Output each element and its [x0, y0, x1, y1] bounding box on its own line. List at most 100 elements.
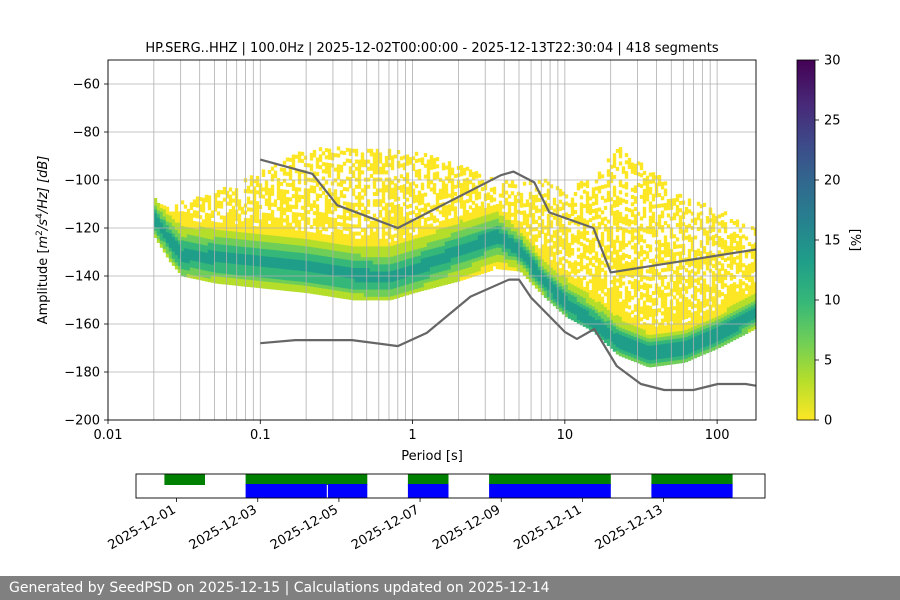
heatmap-cell: [672, 212, 677, 217]
heatmap-cell: [321, 169, 326, 174]
heatmap-cell: [201, 255, 206, 260]
heatmap-cell: [357, 166, 362, 171]
heatmap-cell: [546, 224, 551, 229]
heatmap-cell: [639, 223, 644, 228]
heatmap-cell: [579, 202, 584, 207]
heatmap-cell: [342, 269, 347, 274]
heatmap-cell: [459, 197, 464, 202]
heatmap-cell: [396, 272, 401, 277]
heatmap-cell: [471, 211, 476, 216]
heatmap-cell: [324, 263, 329, 268]
heatmap-cell: [432, 244, 437, 249]
heatmap-cell: [183, 215, 188, 220]
heatmap-cell: [348, 184, 353, 189]
heatmap-cell: [357, 282, 362, 286]
heatmap-cell: [201, 276, 206, 281]
heatmap-cell: [672, 327, 677, 332]
heatmap-cell: [303, 206, 308, 211]
heatmap-cell: [402, 231, 407, 235]
heatmap-cell: [630, 209, 635, 214]
heatmap-cell: [366, 282, 371, 286]
heatmap-cell: [504, 197, 509, 202]
heatmap-cell: [204, 266, 209, 271]
heatmap-cell: [339, 287, 344, 292]
heatmap-cell: [549, 270, 554, 275]
heatmap-cell: [345, 245, 350, 249]
heatmap-cell: [453, 174, 458, 178]
heatmap-cell: [639, 194, 644, 199]
heatmap-cell: [282, 265, 287, 270]
heatmap-cell: [627, 262, 632, 267]
heatmap-cell: [282, 168, 287, 172]
heatmap-cell: [666, 310, 671, 315]
heatmap-cell: [606, 295, 611, 300]
heatmap-cell: [561, 238, 566, 243]
heatmap-cell: [609, 208, 614, 212]
heatmap-cell: [426, 227, 431, 232]
heatmap-cell: [180, 211, 185, 216]
heatmap-cell: [300, 270, 305, 275]
heatmap-cell: [237, 238, 242, 243]
heatmap-cell: [348, 213, 353, 218]
heatmap-cell: [690, 355, 695, 360]
heatmap-cell: [489, 267, 494, 271]
heatmap-cell: [609, 229, 614, 234]
heatmap-cell: [315, 215, 320, 220]
heatmap-cell: [531, 252, 536, 257]
heatmap-cell: [618, 183, 623, 188]
heatmap-cell: [474, 174, 479, 179]
heatmap-cell: [459, 215, 464, 220]
heatmap-cell: [612, 156, 617, 161]
heatmap-cell: [222, 244, 227, 249]
heatmap-cell: [177, 236, 182, 241]
heatmap-cell: [510, 259, 515, 264]
heatmap-cell: [657, 178, 662, 183]
heatmap-cell: [387, 156, 392, 160]
heatmap-cell: [336, 283, 341, 288]
heatmap-cell: [342, 226, 347, 231]
heatmap-cell: [171, 222, 176, 227]
heatmap-cell: [192, 228, 197, 233]
heatmap-cell: [417, 241, 422, 245]
heatmap-cell: [627, 316, 632, 321]
heatmap-cell: [318, 219, 323, 224]
heatmap-cell: [312, 254, 317, 259]
heatmap-cell: [336, 222, 341, 226]
heatmap-cell: [351, 206, 356, 211]
heatmap-cell: [282, 171, 287, 176]
heatmap-cell: [381, 188, 386, 193]
heatmap-cell: [561, 227, 566, 232]
heatmap-cell: [252, 280, 257, 284]
heatmap-cell: [291, 233, 296, 238]
heatmap-cell: [276, 242, 281, 247]
heatmap-cell: [303, 220, 308, 225]
heatmap-cell: [249, 189, 254, 194]
heatmap-cell: [228, 248, 233, 253]
heatmap-cell: [219, 280, 224, 285]
heatmap-cell: [615, 343, 620, 348]
heatmap-cell: [543, 250, 548, 255]
heatmap-cell: [363, 289, 368, 294]
heatmap-cell: [615, 202, 620, 207]
heatmap-cell: [369, 271, 374, 276]
heatmap-cell: [567, 311, 572, 316]
heatmap-cell: [597, 265, 602, 270]
heatmap-cell: [285, 218, 290, 223]
heatmap-cell: [324, 248, 329, 253]
heatmap-cell: [237, 267, 242, 272]
heatmap-cell: [495, 211, 500, 216]
heatmap-cell: [333, 286, 338, 291]
heatmap-cell: [633, 325, 638, 330]
heatmap-cell: [216, 193, 221, 198]
heatmap-cell: [240, 268, 245, 272]
heatmap-cell: [387, 192, 392, 196]
heatmap-cell: [348, 245, 353, 250]
heatmap-cell: [162, 241, 167, 246]
heatmap-cell: [597, 185, 602, 190]
heatmap-cell: [279, 254, 284, 258]
heatmap-cell: [339, 240, 344, 245]
heatmap-cell: [453, 242, 458, 247]
heatmap-cell: [591, 324, 596, 329]
heatmap-cell: [597, 319, 602, 324]
heatmap-cell: [516, 231, 521, 236]
